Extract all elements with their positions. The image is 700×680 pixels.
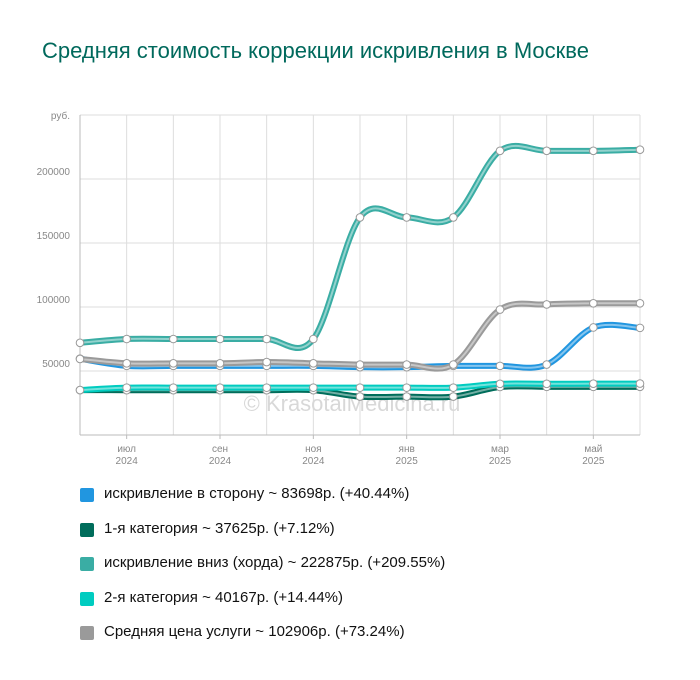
x-tick-month: янв bbox=[399, 444, 415, 455]
series-group bbox=[75, 142, 645, 401]
data-point[interactable] bbox=[122, 334, 131, 344]
x-tick-year: 2024 bbox=[302, 456, 325, 467]
data-point[interactable] bbox=[542, 300, 551, 309]
data-point[interactable] bbox=[169, 359, 178, 368]
x-tick-year: 2024 bbox=[116, 456, 139, 467]
data-point[interactable] bbox=[589, 379, 598, 388]
series-4 bbox=[75, 298, 645, 372]
y-axis: 50000 100000 150000 200000 руб. bbox=[37, 110, 81, 435]
y-unit-label: руб. bbox=[51, 110, 70, 122]
data-point[interactable] bbox=[262, 334, 271, 344]
x-tick-month: июл bbox=[117, 444, 136, 455]
x-tick-month: ноя bbox=[305, 444, 322, 455]
data-point[interactable] bbox=[589, 323, 598, 332]
legend-label: искривление в сторону ~ 83698р. (+40.44%… bbox=[104, 485, 410, 502]
data-point[interactable] bbox=[355, 360, 365, 369]
legend-swatch bbox=[80, 557, 94, 571]
x-tick-month: май bbox=[584, 444, 602, 455]
legend-label: Средняя цена услуги ~ 102906р. (+73.24%) bbox=[104, 623, 405, 640]
x-tick-month: мар bbox=[491, 444, 509, 455]
y-tick-label: 150000 bbox=[37, 231, 71, 242]
grid bbox=[79, 114, 641, 435]
data-point[interactable] bbox=[122, 383, 131, 392]
data-point[interactable] bbox=[449, 392, 458, 401]
chart-title: Средняя стоимость коррекции искривления … bbox=[42, 38, 589, 63]
data-point[interactable] bbox=[449, 213, 458, 222]
data-point[interactable] bbox=[635, 298, 645, 308]
legend-label: искривление вниз (хорда) ~ 222875р. (+20… bbox=[104, 554, 446, 571]
data-point[interactable] bbox=[495, 379, 505, 389]
y-tick-label: 100000 bbox=[37, 295, 71, 306]
series-3 bbox=[75, 379, 645, 395]
data-point[interactable] bbox=[589, 298, 598, 308]
data-point[interactable] bbox=[309, 359, 318, 368]
data-point[interactable] bbox=[542, 146, 551, 156]
data-point[interactable] bbox=[215, 334, 225, 344]
data-point[interactable] bbox=[402, 392, 411, 401]
y-tick-label: 50000 bbox=[42, 359, 70, 370]
y-tick-label: 200000 bbox=[37, 167, 71, 178]
legend-label: 2-я категория ~ 40167р. (+14.44%) bbox=[104, 588, 344, 606]
data-point[interactable] bbox=[589, 146, 598, 156]
data-point[interactable] bbox=[262, 357, 271, 367]
data-point[interactable] bbox=[75, 338, 85, 348]
x-tick-year: 2025 bbox=[582, 456, 605, 467]
data-point[interactable] bbox=[355, 383, 365, 392]
x-tick-year: 2024 bbox=[209, 456, 232, 467]
data-point[interactable] bbox=[635, 379, 645, 388]
data-point[interactable] bbox=[635, 323, 645, 333]
legend-swatch bbox=[80, 626, 94, 640]
legend-swatch bbox=[80, 522, 94, 537]
data-point[interactable] bbox=[169, 334, 178, 344]
x-tick-year: 2025 bbox=[489, 456, 512, 467]
legend-swatch bbox=[80, 591, 94, 606]
x-tick-month: сен bbox=[212, 444, 228, 455]
data-point[interactable] bbox=[495, 305, 505, 314]
data-point[interactable] bbox=[262, 383, 271, 392]
x-axis: июл2024сен2024ноя2024янв2025мар2025май20… bbox=[80, 434, 640, 467]
data-point[interactable] bbox=[402, 213, 411, 222]
data-point[interactable] bbox=[122, 359, 131, 368]
data-point[interactable] bbox=[309, 334, 318, 344]
data-point[interactable] bbox=[215, 383, 225, 392]
legend-swatch bbox=[80, 488, 94, 502]
data-point[interactable] bbox=[215, 359, 225, 368]
data-point[interactable] bbox=[635, 145, 645, 155]
data-point[interactable] bbox=[495, 361, 505, 371]
data-point[interactable] bbox=[542, 379, 551, 389]
x-tick-year: 2025 bbox=[396, 456, 419, 467]
series-2 bbox=[75, 142, 645, 351]
data-point[interactable] bbox=[449, 360, 458, 369]
data-point[interactable] bbox=[449, 383, 458, 392]
data-point[interactable] bbox=[402, 383, 411, 392]
data-point[interactable] bbox=[355, 392, 365, 401]
data-point[interactable] bbox=[75, 385, 85, 395]
data-point[interactable] bbox=[309, 383, 318, 392]
data-point[interactable] bbox=[542, 360, 551, 369]
data-point[interactable] bbox=[402, 360, 411, 369]
data-point[interactable] bbox=[495, 146, 505, 156]
data-point[interactable] bbox=[75, 354, 85, 364]
legend-label: 1-я категория ~ 37625р. (+7.12%) bbox=[104, 519, 335, 537]
data-point[interactable] bbox=[355, 213, 365, 222]
data-point[interactable] bbox=[169, 383, 178, 392]
